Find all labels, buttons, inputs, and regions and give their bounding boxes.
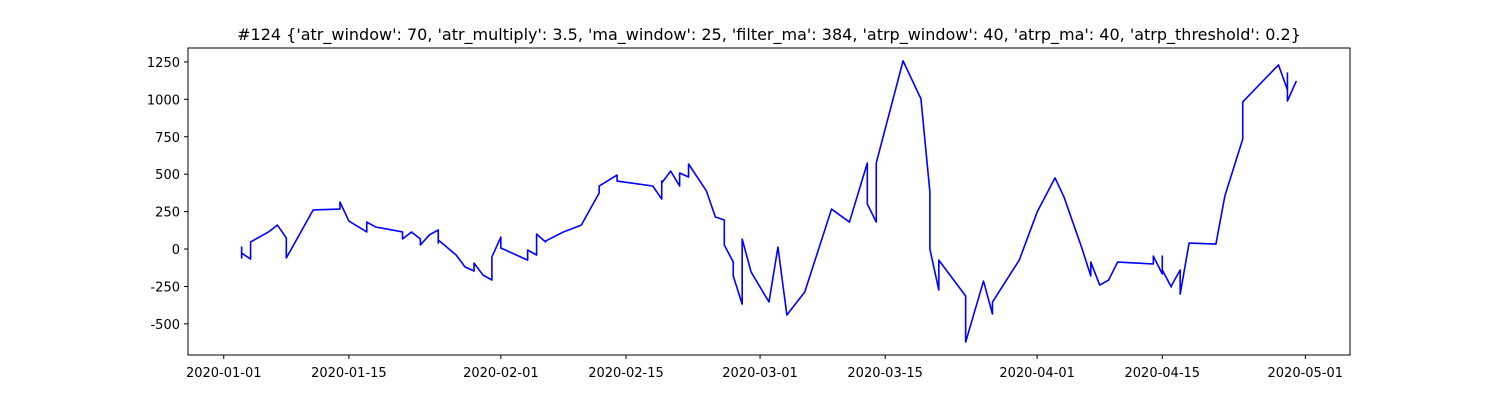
x-tick-label: 2020-04-15: [1125, 366, 1201, 381]
y-tick-label: -500: [150, 318, 180, 333]
y-tick-label: 0: [172, 243, 180, 258]
y-tick-label: 250: [155, 206, 180, 221]
y-tick-label: 750: [155, 131, 180, 146]
y-tick-label: 1250: [147, 56, 180, 71]
data-line: [240, 60, 1298, 343]
y-tick-label: -250: [150, 280, 180, 295]
x-tick-label: 2020-02-01: [463, 366, 539, 381]
x-tick-label: 2020-01-15: [311, 366, 387, 381]
axes-frame: [187, 47, 1351, 356]
x-tick-label: 2020-05-01: [1268, 366, 1344, 381]
chart-title: #124 {'atr_window': 70, 'atr_multiply': …: [237, 25, 1301, 45]
y-tick-label: 500: [155, 168, 180, 183]
x-tick-label: 2020-03-15: [847, 366, 923, 381]
x-tick-label: 2020-03-01: [722, 366, 798, 381]
x-tick-label: 2020-02-15: [588, 366, 664, 381]
x-tick-label: 2020-04-01: [999, 366, 1075, 381]
y-tick-label: 1000: [147, 93, 180, 108]
x-tick-label: 2020-01-01: [186, 366, 262, 381]
